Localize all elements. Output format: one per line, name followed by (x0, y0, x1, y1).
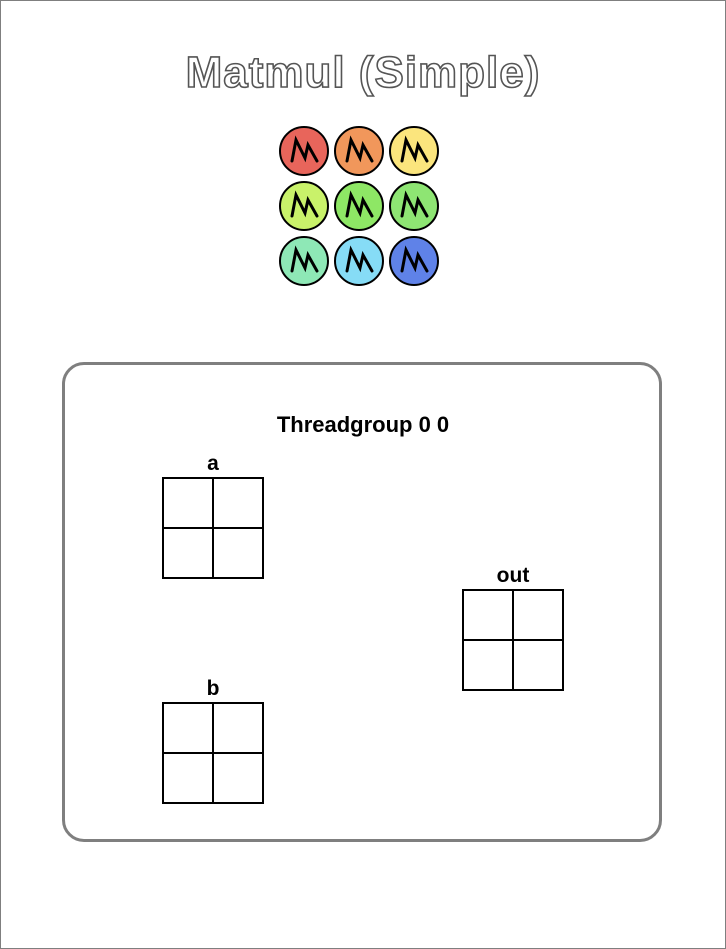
matrix-out-cell (464, 640, 513, 689)
thread-circle (334, 181, 384, 231)
thread-circle (389, 236, 439, 286)
thread-circle (279, 181, 329, 231)
thread-circle (334, 236, 384, 286)
thread-circle (389, 181, 439, 231)
matrix-out-cell (513, 591, 562, 640)
matrix-b (162, 702, 264, 804)
lightning-icon (290, 245, 319, 273)
matrix-b-cell (164, 704, 213, 753)
lightning-icon (400, 190, 429, 218)
lightning-icon (400, 135, 429, 163)
matrix-a-label: a (207, 452, 219, 475)
matrix-a-cell (164, 528, 213, 577)
matrix-b-label: b (206, 677, 220, 700)
lightning-icon (345, 190, 374, 218)
lightning-icon (345, 245, 374, 273)
matrix-a-cell (213, 528, 262, 577)
lightning-icon (290, 190, 319, 218)
matrix-a-cell (213, 479, 262, 528)
matrix-out-cell (464, 591, 513, 640)
page-title: Matmul (Simple) (185, 47, 541, 98)
lightning-icon (345, 135, 374, 163)
matrix-out-cell (513, 640, 562, 689)
lightning-icon (400, 245, 429, 273)
thread-circle (279, 236, 329, 286)
matrix-b-cell (213, 753, 262, 802)
thread-circle (279, 126, 329, 176)
threadgroup-label: Threadgroup 0 0 (276, 412, 450, 437)
matrix-a (162, 477, 264, 579)
matrix-out-label: out (496, 564, 530, 587)
matrix-b-cell (213, 704, 262, 753)
matrix-b-cell (164, 753, 213, 802)
thread-circle (389, 126, 439, 176)
lightning-icon (290, 135, 319, 163)
thread-circle (334, 126, 384, 176)
matrix-a-cell (164, 479, 213, 528)
matrix-out (462, 589, 564, 691)
threadgroup-box (62, 362, 662, 842)
